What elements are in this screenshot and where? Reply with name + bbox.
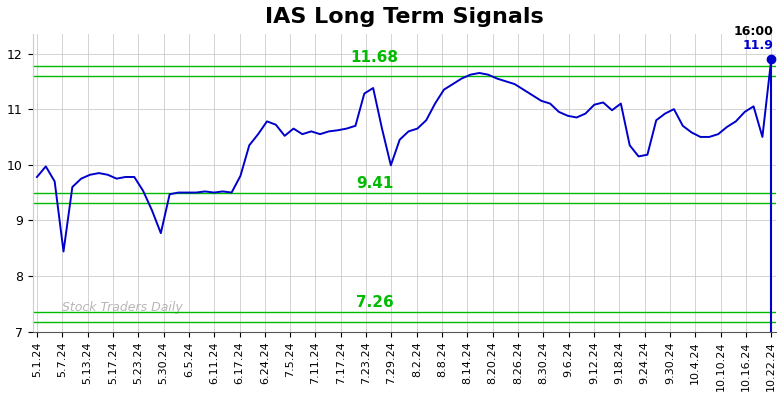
Text: 9.41: 9.41 [356,176,394,191]
Text: 11.68: 11.68 [350,50,399,64]
Text: 16:00: 16:00 [734,25,774,38]
Text: 7.26: 7.26 [356,295,394,310]
Text: Stock Traders Daily: Stock Traders Daily [62,301,183,314]
Title: IAS Long Term Signals: IAS Long Term Signals [265,7,543,27]
Text: 11.9: 11.9 [743,39,774,53]
